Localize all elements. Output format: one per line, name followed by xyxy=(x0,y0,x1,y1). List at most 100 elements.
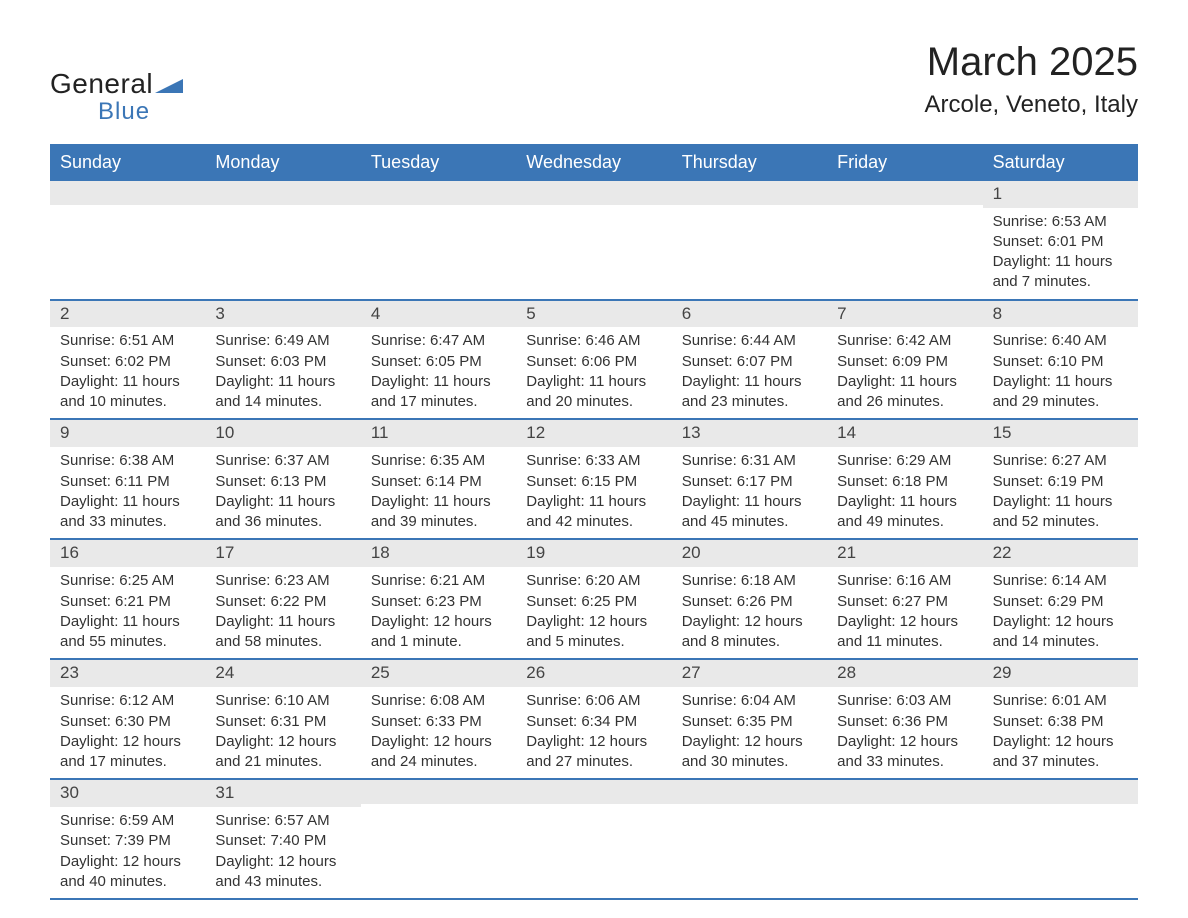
calendar-day: 29Sunrise: 6:01 AMSunset: 6:38 PMDayligh… xyxy=(983,660,1138,778)
calendar: Sunday Monday Tuesday Wednesday Thursday… xyxy=(50,144,1138,901)
sunrise-text: Sunrise: 6:49 AM xyxy=(215,331,350,351)
sunset-text: Sunset: 6:23 PM xyxy=(371,592,506,612)
calendar-day: 14Sunrise: 6:29 AMSunset: 6:18 PMDayligh… xyxy=(827,420,982,538)
sunrise-text: Sunrise: 6:42 AM xyxy=(837,331,972,351)
sunset-text: Sunset: 6:17 PM xyxy=(682,472,817,492)
sunset-text: Sunset: 6:15 PM xyxy=(526,472,661,492)
calendar-day xyxy=(516,780,671,898)
day-number: 17 xyxy=(205,540,360,567)
daylight-text: Daylight: 11 hours and 52 minutes. xyxy=(993,492,1128,533)
calendar-day: 17Sunrise: 6:23 AMSunset: 6:22 PMDayligh… xyxy=(205,540,360,658)
sunrise-text: Sunrise: 6:23 AM xyxy=(215,571,350,591)
calendar-day: 25Sunrise: 6:08 AMSunset: 6:33 PMDayligh… xyxy=(361,660,516,778)
sunrise-text: Sunrise: 6:53 AM xyxy=(993,212,1128,232)
day-number: 22 xyxy=(983,540,1138,567)
weekday-header: Thursday xyxy=(672,144,827,181)
day-number xyxy=(516,780,671,804)
sunrise-text: Sunrise: 6:59 AM xyxy=(60,811,195,831)
day-number: 1 xyxy=(983,181,1138,208)
calendar-week: 2Sunrise: 6:51 AMSunset: 6:02 PMDaylight… xyxy=(50,299,1138,419)
title-block: March 2025 Arcole, Veneto, Italy xyxy=(925,40,1138,119)
calendar-day: 11Sunrise: 6:35 AMSunset: 6:14 PMDayligh… xyxy=(361,420,516,538)
daylight-text: Daylight: 11 hours and 55 minutes. xyxy=(60,612,195,653)
day-number: 8 xyxy=(983,301,1138,328)
calendar-day: 21Sunrise: 6:16 AMSunset: 6:27 PMDayligh… xyxy=(827,540,982,658)
flag-icon xyxy=(155,72,183,100)
daylight-text: Daylight: 12 hours and 11 minutes. xyxy=(837,612,972,653)
daylight-text: Daylight: 11 hours and 10 minutes. xyxy=(60,372,195,413)
brand-name-part2: Blue xyxy=(98,100,183,124)
day-number: 3 xyxy=(205,301,360,328)
weekday-header: Saturday xyxy=(983,144,1138,181)
calendar-week: 16Sunrise: 6:25 AMSunset: 6:21 PMDayligh… xyxy=(50,538,1138,658)
day-number xyxy=(672,181,827,205)
day-number: 14 xyxy=(827,420,982,447)
day-number: 16 xyxy=(50,540,205,567)
calendar-day: 3Sunrise: 6:49 AMSunset: 6:03 PMDaylight… xyxy=(205,301,360,419)
calendar-day xyxy=(205,181,360,299)
sunrise-text: Sunrise: 6:20 AM xyxy=(526,571,661,591)
day-number: 10 xyxy=(205,420,360,447)
day-number: 6 xyxy=(672,301,827,328)
sunset-text: Sunset: 6:33 PM xyxy=(371,712,506,732)
day-number xyxy=(361,780,516,804)
day-number: 25 xyxy=(361,660,516,687)
sunset-text: Sunset: 6:07 PM xyxy=(682,352,817,372)
day-number: 18 xyxy=(361,540,516,567)
day-number: 12 xyxy=(516,420,671,447)
sunrise-text: Sunrise: 6:21 AM xyxy=(371,571,506,591)
calendar-day: 22Sunrise: 6:14 AMSunset: 6:29 PMDayligh… xyxy=(983,540,1138,658)
brand-name-part1: General xyxy=(50,68,153,99)
calendar-day xyxy=(983,780,1138,898)
daylight-text: Daylight: 11 hours and 20 minutes. xyxy=(526,372,661,413)
daylight-text: Daylight: 12 hours and 14 minutes. xyxy=(993,612,1128,653)
sunset-text: Sunset: 6:18 PM xyxy=(837,472,972,492)
sunrise-text: Sunrise: 6:27 AM xyxy=(993,451,1128,471)
sunrise-text: Sunrise: 6:25 AM xyxy=(60,571,195,591)
daylight-text: Daylight: 11 hours and 29 minutes. xyxy=(993,372,1128,413)
sunrise-text: Sunrise: 6:08 AM xyxy=(371,691,506,711)
daylight-text: Daylight: 11 hours and 49 minutes. xyxy=(837,492,972,533)
sunrise-text: Sunrise: 6:38 AM xyxy=(60,451,195,471)
sunset-text: Sunset: 6:13 PM xyxy=(215,472,350,492)
day-number: 2 xyxy=(50,301,205,328)
day-number xyxy=(50,181,205,205)
day-number: 24 xyxy=(205,660,360,687)
daylight-text: Daylight: 12 hours and 43 minutes. xyxy=(215,852,350,893)
sunrise-text: Sunrise: 6:01 AM xyxy=(993,691,1128,711)
day-number xyxy=(983,780,1138,804)
sunset-text: Sunset: 6:14 PM xyxy=(371,472,506,492)
sunrise-text: Sunrise: 6:35 AM xyxy=(371,451,506,471)
daylight-text: Daylight: 12 hours and 30 minutes. xyxy=(682,732,817,773)
sunrise-text: Sunrise: 6:10 AM xyxy=(215,691,350,711)
sunrise-text: Sunrise: 6:33 AM xyxy=(526,451,661,471)
calendar-day xyxy=(672,181,827,299)
calendar-day: 10Sunrise: 6:37 AMSunset: 6:13 PMDayligh… xyxy=(205,420,360,538)
day-number: 31 xyxy=(205,780,360,807)
daylight-text: Daylight: 12 hours and 37 minutes. xyxy=(993,732,1128,773)
day-number: 19 xyxy=(516,540,671,567)
calendar-day: 4Sunrise: 6:47 AMSunset: 6:05 PMDaylight… xyxy=(361,301,516,419)
sunset-text: Sunset: 6:10 PM xyxy=(993,352,1128,372)
calendar-day: 20Sunrise: 6:18 AMSunset: 6:26 PMDayligh… xyxy=(672,540,827,658)
weekday-header-row: Sunday Monday Tuesday Wednesday Thursday… xyxy=(50,144,1138,181)
day-number xyxy=(827,181,982,205)
sunrise-text: Sunrise: 6:47 AM xyxy=(371,331,506,351)
daylight-text: Daylight: 12 hours and 27 minutes. xyxy=(526,732,661,773)
sunset-text: Sunset: 6:21 PM xyxy=(60,592,195,612)
day-number xyxy=(205,181,360,205)
sunset-text: Sunset: 7:40 PM xyxy=(215,831,350,851)
sunrise-text: Sunrise: 6:06 AM xyxy=(526,691,661,711)
day-number: 5 xyxy=(516,301,671,328)
daylight-text: Daylight: 11 hours and 42 minutes. xyxy=(526,492,661,533)
calendar-day: 23Sunrise: 6:12 AMSunset: 6:30 PMDayligh… xyxy=(50,660,205,778)
calendar-day xyxy=(672,780,827,898)
day-number: 9 xyxy=(50,420,205,447)
calendar-day: 24Sunrise: 6:10 AMSunset: 6:31 PMDayligh… xyxy=(205,660,360,778)
daylight-text: Daylight: 11 hours and 58 minutes. xyxy=(215,612,350,653)
weekday-header: Tuesday xyxy=(361,144,516,181)
sunset-text: Sunset: 6:27 PM xyxy=(837,592,972,612)
sunset-text: Sunset: 6:09 PM xyxy=(837,352,972,372)
sunset-text: Sunset: 6:06 PM xyxy=(526,352,661,372)
sunrise-text: Sunrise: 6:12 AM xyxy=(60,691,195,711)
